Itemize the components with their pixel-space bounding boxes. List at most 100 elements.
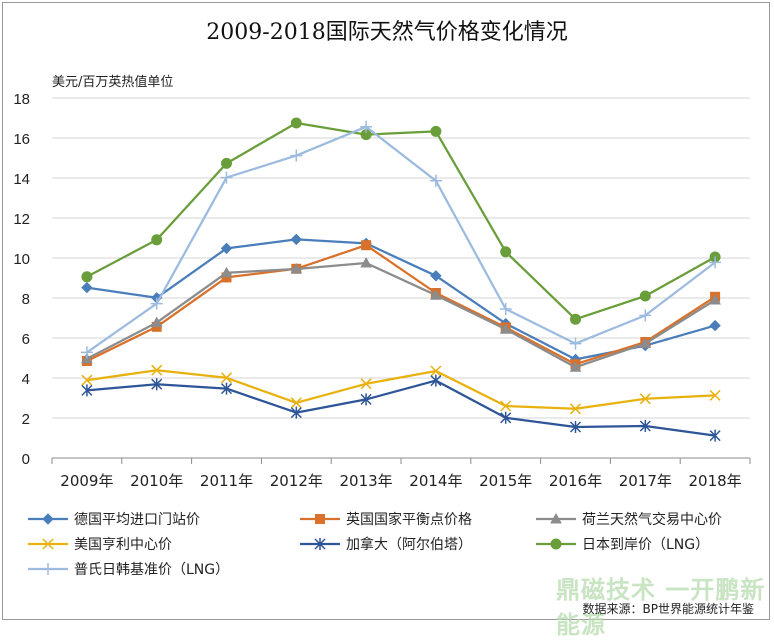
data-point: [360, 256, 372, 268]
legend-swatch-icon: [300, 538, 340, 550]
chart-title: 2009-2018国际天然气价格变化情况: [206, 20, 568, 45]
data-point: [639, 309, 652, 322]
data-point: [709, 256, 722, 269]
legend-item: 普氏日韩基准价（LNG）: [26, 559, 229, 579]
series-5: [81, 374, 721, 442]
legend-marker: [550, 538, 562, 550]
x-tick-label: 2011年: [200, 472, 253, 490]
y-tick-label: 4: [22, 371, 30, 388]
legend-swatch-icon: [536, 538, 576, 550]
data-point: [290, 149, 303, 162]
y-tick-label: 6: [22, 331, 30, 348]
y-axis-label: 美元/百万英热值单位: [52, 75, 174, 90]
chart-frame: [2, 2, 770, 620]
data-point: [639, 393, 651, 405]
series-7: [80, 120, 722, 359]
x-tick-label: 2016年: [549, 472, 602, 490]
data-point: [81, 374, 93, 386]
data-point: [360, 378, 372, 390]
data-point: [220, 242, 233, 255]
legend-swatch-icon: [536, 512, 576, 524]
y-tick-label: 10: [13, 251, 30, 268]
data-point: [569, 403, 582, 415]
data-point: [150, 316, 163, 328]
data-point: [430, 125, 442, 137]
data-point: [500, 246, 512, 258]
series-1: [81, 233, 721, 366]
data-point: [429, 174, 442, 187]
y-tick-label: 14: [13, 171, 30, 188]
y-tick-label: 18: [13, 91, 30, 108]
data-point: [151, 364, 163, 376]
series-3: [81, 256, 721, 372]
data-point: [290, 262, 303, 274]
data-point: [221, 157, 232, 169]
data-point: [430, 374, 442, 387]
series-line: [86, 261, 716, 369]
legend-label: 加拿大（阿尔伯塔）: [346, 537, 472, 553]
y-tick-label: 16: [13, 131, 30, 148]
data-point: [430, 365, 442, 377]
data-point: [151, 234, 163, 246]
legend-marker: [42, 513, 54, 525]
data-point: [290, 406, 302, 419]
data-point: [81, 271, 93, 283]
series-4: [81, 364, 721, 415]
data-point: [499, 323, 512, 334]
legend-label: 英国国家平衡点价格: [346, 512, 472, 528]
data-point: [360, 393, 372, 406]
legend-item: 加拿大（阿尔伯塔）: [298, 534, 472, 554]
series-line: [86, 379, 716, 437]
legend-swatch-icon: [28, 538, 68, 550]
legend-marker: [42, 563, 54, 575]
x-tick-label: 2018年: [689, 472, 742, 490]
chart-plot: 0 2 4 6 8 10 12 14 16 18 2009年 2010年 2011年 2012年 2013年…: [13, 91, 751, 490]
data-point: [639, 420, 651, 432]
data-point: [150, 297, 163, 310]
x-tick-label: 2015年: [479, 472, 532, 490]
data-point: [639, 290, 651, 302]
legend-label: 荷兰天然气交易中心价: [582, 512, 722, 528]
legend-marker: [42, 538, 54, 550]
y-tick-label: 2: [22, 411, 30, 428]
data-point: [290, 117, 302, 129]
legend-label: 德国平均进口门站价: [74, 512, 200, 528]
data-point: [220, 171, 233, 184]
legend-label: 日本到岸价（LNG）: [582, 537, 710, 553]
legend-label: 普氏日韩基准价（LNG）: [74, 562, 230, 578]
legend-marker: [315, 514, 325, 524]
y-tick-label: 12: [13, 211, 30, 228]
data-point: [430, 289, 442, 300]
legend-marker: [550, 512, 562, 524]
series-line: [86, 369, 716, 410]
data-point: [570, 313, 581, 325]
data-point: [709, 319, 721, 332]
legend-swatch-icon: [300, 514, 340, 524]
data-point: [639, 337, 652, 349]
legend-item: 德国平均进口门站价: [26, 509, 200, 529]
legend-item: 美国亨利中心价: [26, 534, 172, 554]
legend-swatch-icon: [28, 563, 68, 575]
data-point: [569, 361, 582, 372]
data-point: [709, 429, 721, 442]
data-point: [499, 303, 512, 315]
series-line: [86, 125, 716, 354]
legend-marker: [314, 538, 326, 550]
data-point: [500, 411, 512, 424]
data-point: [290, 233, 303, 246]
source-note: 数据来源：BP世界能源统计年鉴: [582, 602, 754, 616]
data-point: [220, 372, 233, 384]
data-point: [290, 397, 302, 409]
y-tick-label: 0: [22, 451, 30, 468]
data-point: [80, 346, 93, 359]
data-point: [709, 389, 721, 401]
data-point: [709, 293, 721, 305]
data-point: [360, 120, 373, 133]
x-tick-label: 2012年: [270, 472, 323, 490]
data-point: [220, 266, 233, 278]
data-point: [430, 270, 442, 282]
series-line: [86, 244, 716, 366]
series-6: [81, 117, 721, 325]
data-point: [151, 378, 163, 391]
legend-swatch-icon: [28, 513, 68, 525]
